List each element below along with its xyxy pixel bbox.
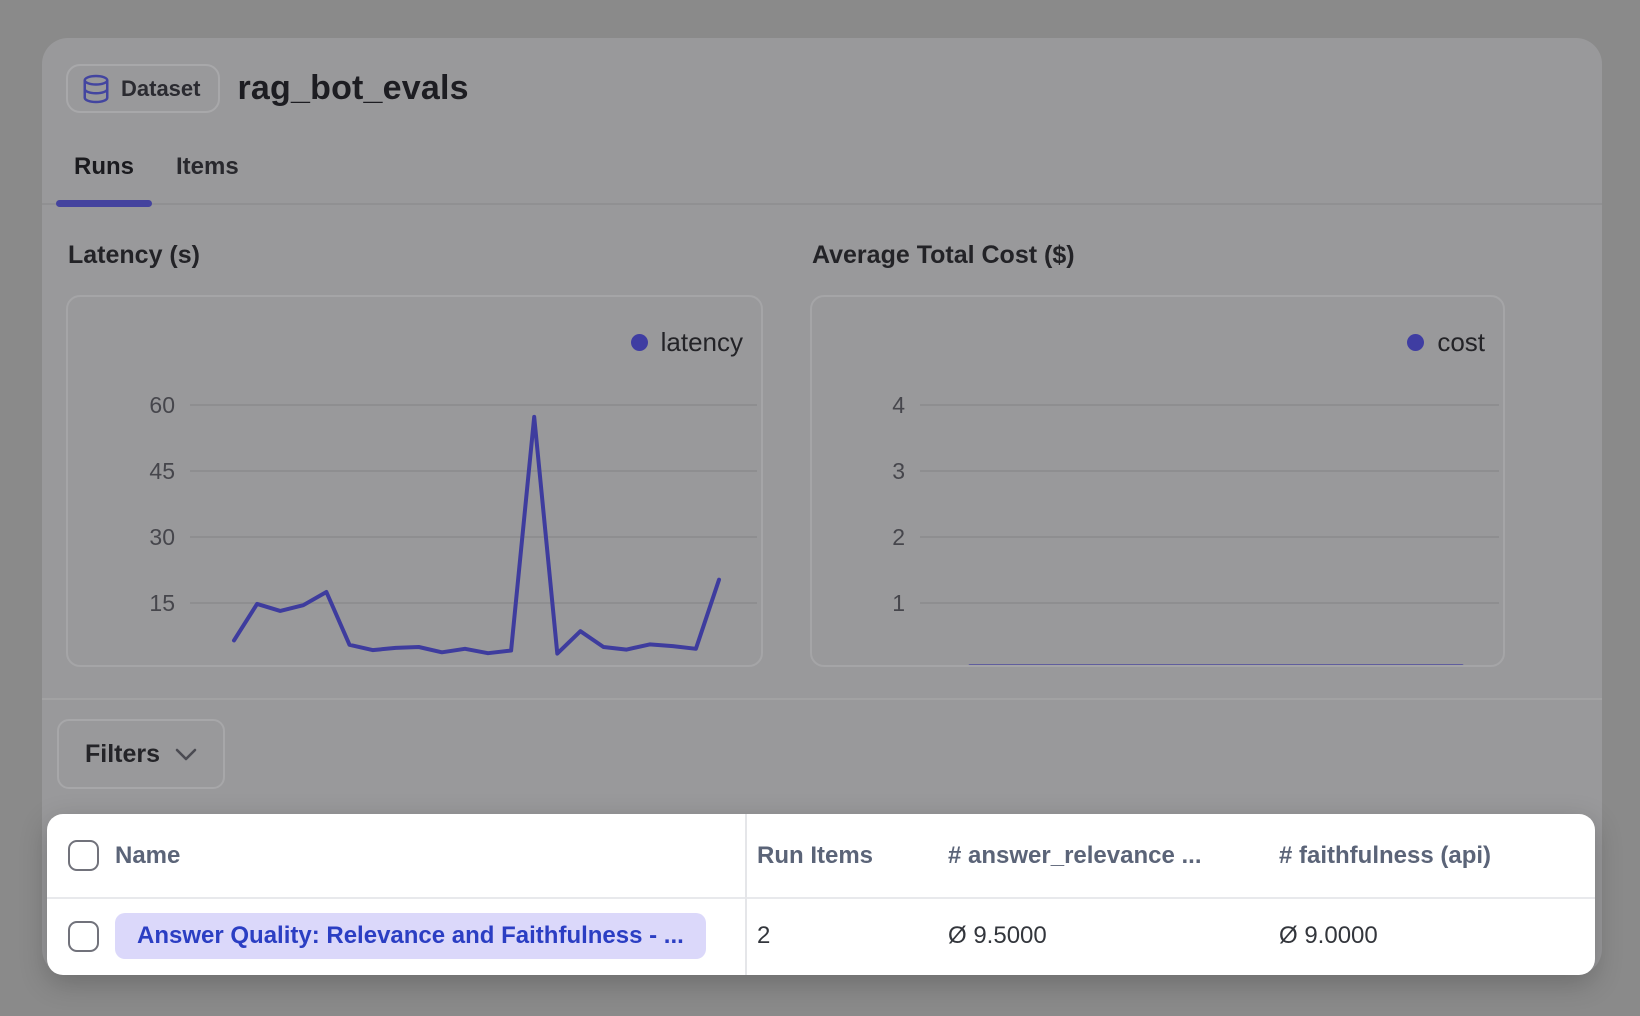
latency-chart: Latency (s) latency 15 30 45 60 xyxy=(66,241,763,667)
run-items-value: 2 xyxy=(757,922,771,949)
active-tab-underline xyxy=(56,200,152,207)
run-name-link[interactable]: Answer Quality: Relevance and Faithfulne… xyxy=(115,913,706,959)
cost-chart-panel: cost 1 2 3 4 xyxy=(810,295,1505,667)
answer-relevance-value: Ø 9.5000 xyxy=(948,922,1047,949)
svg-text:3: 3 xyxy=(892,458,905,484)
filters-label: Filters xyxy=(85,739,161,768)
svg-text:2: 2 xyxy=(892,524,905,550)
column-divider xyxy=(745,814,747,975)
svg-text:4: 4 xyxy=(892,392,905,418)
runs-table: Name Run Items # answer_relevance ... # … xyxy=(47,814,1595,975)
latency-chart-title: Latency (s) xyxy=(68,241,200,269)
legend-label: latency xyxy=(660,327,743,357)
header-checkbox-cell xyxy=(47,840,99,871)
tab-items[interactable]: Items xyxy=(176,147,239,203)
filters-button[interactable]: Filters xyxy=(57,719,226,789)
row-checkbox[interactable] xyxy=(68,920,99,952)
table-row: Answer Quality: Relevance and Faithfulne… xyxy=(47,899,1595,973)
table-header-row: Name Run Items # answer_relevance ... # … xyxy=(47,814,1595,899)
latency-plot: 15 30 45 60 xyxy=(149,392,757,656)
latency-chart-panel: latency 15 30 45 60 xyxy=(66,295,763,667)
cost-legend: cost xyxy=(1407,327,1485,358)
column-header-name: Name xyxy=(115,841,181,869)
run-name-cell: Answer Quality: Relevance and Faithfulne… xyxy=(99,913,745,959)
column-header-run-items: Run Items xyxy=(757,841,874,869)
column-header-faithfulness: # faithfulness (api) xyxy=(1279,841,1492,869)
section-divider xyxy=(42,698,1602,700)
database-icon xyxy=(83,74,109,103)
tab-items-label: Items xyxy=(176,153,239,180)
latency-legend: latency xyxy=(630,327,743,358)
cost-chart: Average Total Cost ($) cost 1 2 3 4 xyxy=(810,241,1505,667)
legend-dot xyxy=(1407,334,1425,351)
tabs-bar: Runs Items xyxy=(42,147,1602,207)
column-header-answer-relevance: # answer_relevance ... xyxy=(948,841,1202,869)
filters-row: Filters xyxy=(42,700,1602,789)
svg-text:15: 15 xyxy=(149,590,175,616)
tab-runs-label: Runs xyxy=(74,153,134,180)
dataset-card: Dataset rag_bot_evals Runs Items Latency… xyxy=(42,38,1602,975)
tab-runs[interactable]: Runs xyxy=(56,147,152,207)
legend-label: cost xyxy=(1437,327,1485,357)
svg-text:1: 1 xyxy=(892,590,905,616)
cost-chart-title: Average Total Cost ($) xyxy=(812,241,1075,269)
charts-section: Latency (s) latency 15 30 45 60 Average Tot… xyxy=(42,205,1602,667)
badge-label: Dataset xyxy=(121,75,201,101)
legend-dot xyxy=(630,334,648,351)
svg-text:30: 30 xyxy=(149,524,175,550)
chevron-down-icon xyxy=(175,748,197,760)
select-all-checkbox[interactable] xyxy=(68,840,99,871)
svg-text:45: 45 xyxy=(149,458,175,484)
page-title: rag_bot_evals xyxy=(237,69,469,107)
row-checkbox-cell xyxy=(47,920,99,952)
svg-text:60: 60 xyxy=(149,392,175,418)
faithfulness-value: Ø 9.0000 xyxy=(1279,922,1378,949)
dataset-badge: Dataset xyxy=(66,64,221,113)
cost-plot: 1 2 3 4 xyxy=(892,392,1499,665)
card-header: Dataset rag_bot_evals xyxy=(42,38,1602,113)
